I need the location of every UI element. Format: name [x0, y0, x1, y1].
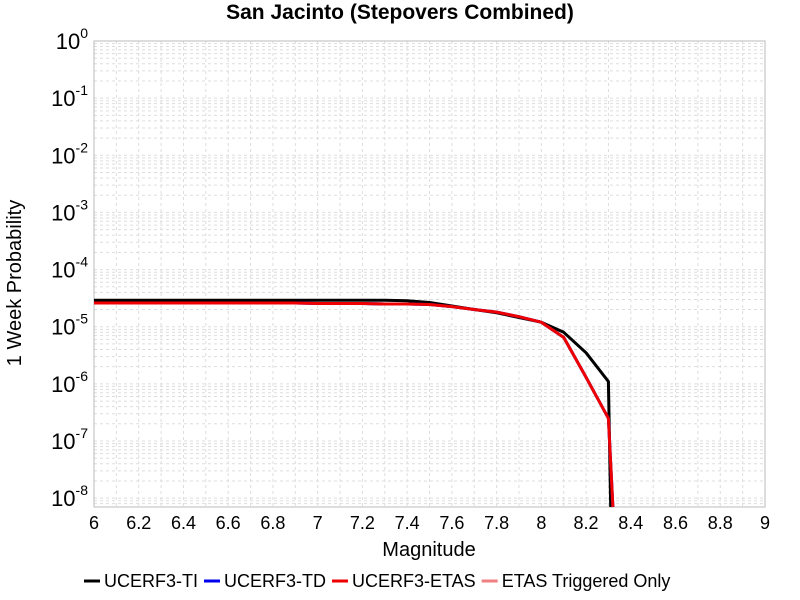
x-tick-label: 8.2 — [574, 513, 599, 533]
y-tick-label: 10-1 — [51, 82, 88, 111]
y-tick-labels: 100 10-1 10-2 10-3 10-4 10-5 10-6 10-7 10-8 — [51, 25, 88, 511]
x-axis-label: Magnitude — [382, 539, 475, 561]
series-layer — [94, 298, 615, 508]
y-axis-label: 1 Week Probability — [4, 200, 26, 366]
y-tick-label: 10-2 — [51, 139, 88, 168]
x-tick-label: 8.8 — [708, 513, 733, 533]
legend-label-1: UCERF3-TI — [104, 571, 198, 591]
x-tick-label: 7.2 — [350, 513, 375, 533]
y-tick-label: 10-3 — [51, 196, 88, 225]
y-tick-label: 10-5 — [51, 311, 88, 340]
x-tick-label: 8.4 — [618, 513, 643, 533]
x-tick-label: 6.2 — [126, 513, 151, 533]
legend-label-2: UCERF3-TD — [224, 571, 326, 591]
series-line-3 — [94, 301, 615, 508]
x-tick-label: 6.6 — [216, 513, 241, 533]
y-tick-label: 10-4 — [51, 254, 88, 283]
x-tick-label: 7.8 — [484, 513, 509, 533]
x-tick-label: 8.6 — [663, 513, 688, 533]
x-tick-label: 6.8 — [260, 513, 285, 533]
y-tick-label: 10-8 — [51, 482, 88, 511]
plot-area-frame — [93, 40, 766, 508]
legend-label-3: UCERF3-ETAS — [352, 571, 476, 591]
grid — [93, 40, 766, 508]
x-tick-label: 7.4 — [395, 513, 420, 533]
x-tick-label: 9 — [760, 513, 770, 533]
y-tick-label: 100 — [56, 25, 88, 54]
x-tick-label: 7.6 — [439, 513, 464, 533]
legend-label-4: ETAS Triggered Only — [502, 571, 671, 591]
x-tick-label: 6.4 — [171, 513, 196, 533]
x-tick-label: 6 — [89, 513, 99, 533]
x-tick-label: 8 — [536, 513, 546, 533]
x-tick-labels: 6 6.2 6.4 6.6 6.8 7 7.2 7.4 7.6 7.8 8 8.2 8.4 8.6 8.8 9 — [89, 513, 770, 533]
chart-title: San Jacinto (Stepovers Combined) — [226, 1, 574, 24]
legend: UCERF3-TI UCERF3-TD UCERF3-ETAS ETAS Trigge… — [84, 571, 670, 591]
x-tick-label: 7 — [313, 513, 323, 533]
y-tick-label: 10-6 — [51, 368, 88, 397]
y-tick-label: 10-7 — [51, 425, 88, 454]
